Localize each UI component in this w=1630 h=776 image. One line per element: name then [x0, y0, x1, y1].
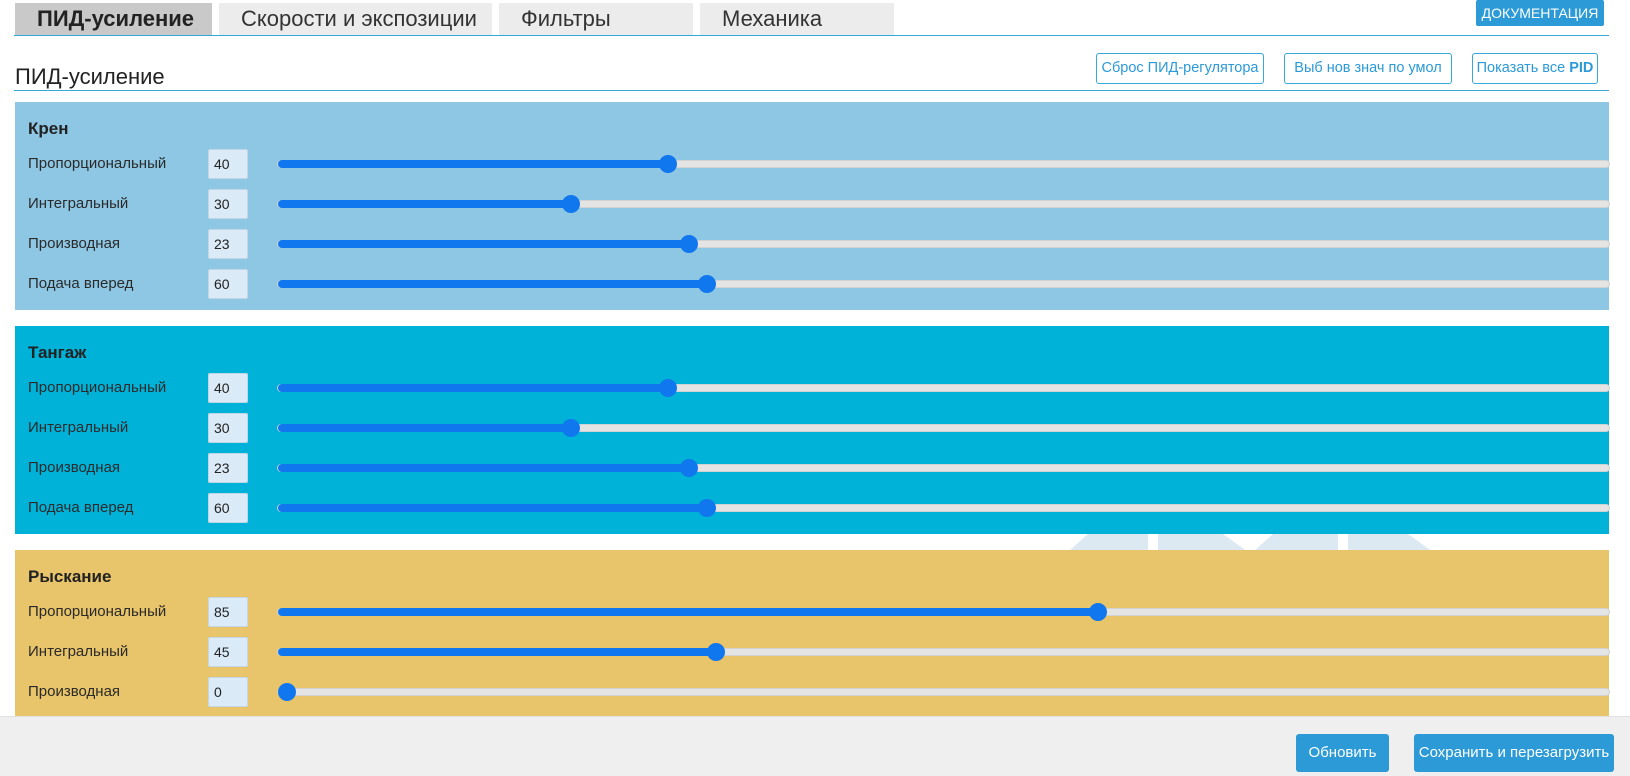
panel-title: Тангаж	[28, 343, 87, 362]
integral-row: Интегральный 30	[15, 189, 1610, 221]
slider-thumb[interactable]	[680, 459, 699, 477]
slider-track[interactable]	[277, 275, 1610, 293]
slider-fill	[278, 424, 571, 432]
proportional-row: Пропорциональный 40	[15, 373, 1610, 405]
slider-track[interactable]	[277, 459, 1610, 477]
save-reboot-button[interactable]: Сохранить и перезагрузить	[1414, 734, 1614, 772]
footer-bar: Обновить Сохранить и перезагрузить	[0, 716, 1630, 776]
tab-filters[interactable]: Фильтры	[499, 3, 693, 35]
value-input[interactable]: 85	[208, 597, 248, 627]
slider-thumb[interactable]	[706, 643, 725, 661]
slider-thumb[interactable]	[278, 683, 296, 701]
row-label: Интегральный	[28, 419, 129, 436]
integral-row: Интегральный 30	[15, 413, 1610, 445]
slider-fill	[278, 240, 690, 248]
tab-bar: ПИД-усиление Скорости и экспозиции Фильт…	[0, 0, 1630, 37]
slider-track[interactable]	[277, 603, 1610, 621]
slider-thumb[interactable]	[561, 195, 580, 213]
select-defaults-button[interactable]: Выб нов знач по умол	[1284, 53, 1452, 84]
value-input[interactable]: 60	[208, 493, 248, 523]
slider-thumb[interactable]	[658, 155, 677, 173]
slider-thumb[interactable]	[658, 379, 677, 397]
row-label: Пропорциональный	[28, 379, 167, 396]
slider-fill	[278, 160, 668, 168]
value-input[interactable]: 60	[208, 269, 248, 299]
show-all-label: Показать все	[1476, 60, 1570, 76]
slider-track[interactable]	[277, 379, 1610, 397]
value-input[interactable]: 30	[208, 189, 248, 219]
tab-mechanics[interactable]: Механика	[700, 3, 894, 35]
slider-track[interactable]	[277, 235, 1610, 253]
slider-track[interactable]	[277, 419, 1610, 437]
slider-fill	[278, 608, 1098, 616]
row-label: Пропорциональный	[28, 603, 167, 620]
show-all-pid-button[interactable]: Показать все PID	[1472, 53, 1598, 84]
tab-bar-divider	[14, 35, 1609, 36]
panel-title: Крен	[28, 119, 69, 138]
page-title: ПИД-усиление	[15, 64, 165, 89]
row-label: Производная	[28, 683, 121, 700]
slider-fill	[278, 200, 571, 208]
panel-title: Рыскание	[28, 567, 112, 586]
value-input[interactable]: 40	[208, 373, 248, 403]
value-input[interactable]: 45	[208, 637, 248, 667]
yaw-panel: Рыскание Пропорциональный 85 Интегральны…	[15, 550, 1610, 747]
slider-fill	[278, 648, 716, 656]
row-label: Производная	[28, 235, 121, 252]
tab-rates-expo[interactable]: Скорости и экспозиции	[219, 3, 492, 35]
value-input[interactable]: 30	[208, 413, 248, 443]
value-input[interactable]: 23	[208, 229, 248, 259]
slider-track[interactable]	[277, 683, 1610, 701]
slider-thumb[interactable]	[561, 419, 580, 437]
proportional-row: Пропорциональный 85	[15, 597, 1610, 629]
slider-fill	[278, 384, 668, 392]
integral-row: Интегральный 45	[15, 637, 1610, 669]
slider-fill	[278, 464, 690, 472]
value-input[interactable]: 40	[208, 149, 248, 179]
proportional-row: Пропорциональный 40	[15, 149, 1610, 181]
feedforward-row: Подача вперед 60	[15, 269, 1610, 301]
row-label: Производная	[28, 459, 121, 476]
documentation-button[interactable]: ДОКУМЕНТАЦИЯ	[1476, 0, 1604, 26]
pitch-panel: Тангаж Пропорциональный 40 Интегральный …	[15, 326, 1610, 534]
refresh-button[interactable]: Обновить	[1296, 734, 1389, 772]
derivative-row: Производная 23	[15, 229, 1610, 261]
slider-thumb[interactable]	[1088, 603, 1107, 621]
slider-track[interactable]	[277, 499, 1610, 517]
reset-pid-button[interactable]: Сброс ПИД-регулятора	[1096, 53, 1264, 84]
row-label: Пропорциональный	[28, 155, 167, 172]
background-logo-watermark	[1068, 534, 1433, 552]
tab-pid-gains[interactable]: ПИД-усиление	[15, 3, 212, 35]
section-divider	[14, 90, 1609, 91]
row-label: Интегральный	[28, 195, 129, 212]
row-label: Подача вперед	[28, 275, 134, 292]
row-label: Подача вперед	[28, 499, 134, 516]
slider-track[interactable]	[277, 155, 1610, 173]
show-all-pid-label: PID	[1569, 60, 1594, 76]
derivative-row: Производная 0	[15, 677, 1610, 709]
slider-thumb[interactable]	[697, 275, 716, 293]
row-label: Интегральный	[28, 643, 129, 660]
slider-fill	[278, 280, 707, 288]
slider-thumb[interactable]	[680, 235, 699, 253]
feedforward-row: Подача вперед 60	[15, 493, 1610, 525]
slider-track[interactable]	[277, 643, 1610, 661]
derivative-row: Производная 23	[15, 453, 1610, 485]
value-input[interactable]: 23	[208, 453, 248, 483]
roll-panel: Крен Пропорциональный 40 Интегральный 30…	[15, 102, 1610, 310]
value-input[interactable]: 0	[208, 677, 248, 707]
slider-fill	[278, 504, 707, 512]
slider-track[interactable]	[277, 195, 1610, 213]
slider-thumb[interactable]	[697, 499, 716, 517]
